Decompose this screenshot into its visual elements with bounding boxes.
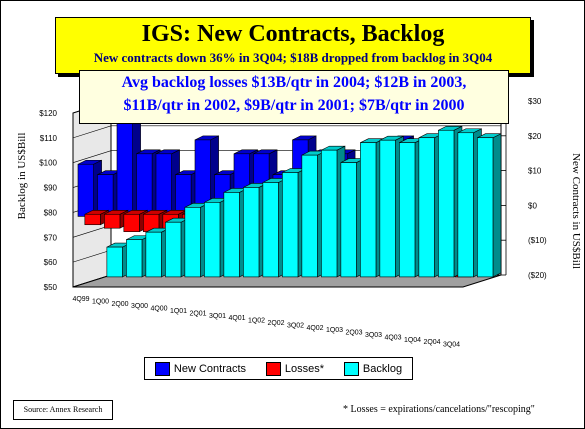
chart-legend: New Contracts Losses* Backlog <box>144 357 413 380</box>
left-tick-label: $70 <box>44 233 58 242</box>
legend-item-losses: Losses* <box>265 361 325 376</box>
legend-swatch-backlog <box>343 361 359 376</box>
bar-front <box>77 163 94 217</box>
bar-front <box>136 153 153 217</box>
left-tick-label: $100 <box>39 159 57 168</box>
x-tick-label: 3Q01 <box>209 313 226 320</box>
x-tick-label: 2Q02 <box>267 320 284 327</box>
bar-front <box>399 142 416 278</box>
legend-item-backlog: Backlog <box>343 361 403 376</box>
right-tick-label: $0 <box>528 201 537 210</box>
x-tick-label: 2Q00 <box>111 301 128 308</box>
x-tick-label: 3Q04 <box>443 342 460 349</box>
title-box: IGS: New Contracts, Backlog New contract… <box>55 17 531 74</box>
bar-front <box>262 182 279 278</box>
bar-front <box>243 187 260 278</box>
right-axis-label: New Contracts in US$Bill <box>570 153 582 269</box>
x-tick-label: 4Q02 <box>306 325 323 332</box>
left-tick-label: $50 <box>44 283 58 292</box>
chart-bars <box>77 114 502 278</box>
annotation-line-2: $11B/qtr in 2002, $9B/qtr in 2001; $7B/q… <box>123 97 465 114</box>
annotation-line-1: Avg backlog losses $13B/qtr in 2004; $12… <box>121 74 467 91</box>
left-tick-label: $80 <box>44 208 58 217</box>
bar-front <box>126 239 143 278</box>
bar-front <box>282 172 299 278</box>
source-note: Source: Annex Research <box>13 400 113 420</box>
gridline <box>72 125 501 139</box>
right-tick-label: $10 <box>528 167 542 176</box>
right-tick-label: ($20) <box>528 271 547 280</box>
annotation-box: Avg backlog losses $13B/qtr in 2004; $12… <box>79 70 509 124</box>
x-tick-label: 1Q03 <box>326 327 343 334</box>
bar-front <box>165 221 182 278</box>
x-tick-label: 2Q04 <box>423 339 440 346</box>
x-tick-label: 3Q02 <box>287 322 304 329</box>
bar-front <box>155 153 172 217</box>
x-tick-label: 4Q00 <box>150 306 167 313</box>
x-tick-label: 1Q00 <box>92 298 109 305</box>
right-tick-label: ($10) <box>528 236 547 245</box>
bar-front <box>116 118 133 217</box>
bar-front <box>340 162 357 278</box>
left-tick-label: $60 <box>44 258 58 267</box>
bar-front <box>321 149 338 278</box>
legend-swatch-losses <box>265 361 281 376</box>
right-tick-label: $20 <box>528 132 542 141</box>
legend-label-new-contracts: New Contracts <box>173 362 247 375</box>
x-axis-labels: 4Q99 1Q00 2Q00 3Q00 4Q00 1Q01 2Q01 3Q01 4Q01 1Q02… <box>72 296 460 349</box>
left-tick-label: $120 <box>39 109 57 118</box>
bar-front <box>106 246 123 278</box>
x-tick-label: 3Q03 <box>365 332 382 339</box>
footnote: * Losses = expirations/cancelations/"res… <box>343 404 535 415</box>
chart-title: IGS: New Contracts, Backlog <box>141 21 445 47</box>
legend-label-backlog: Backlog <box>362 362 403 375</box>
x-tick-label: 4Q99 <box>72 296 89 303</box>
bar-front <box>457 132 474 278</box>
legend-label-losses: Losses* <box>284 362 325 375</box>
chart-subtitle: New contracts down 36% in 3Q04; $18B dro… <box>93 50 493 65</box>
right-tick-label: $30 <box>528 97 542 106</box>
x-tick-label: 3Q00 <box>131 303 148 310</box>
bar-front <box>477 137 494 278</box>
bar-front <box>123 213 140 232</box>
bar-front <box>145 231 162 278</box>
bar-front <box>438 129 455 278</box>
bar-front <box>204 202 221 278</box>
bar-front <box>84 213 101 226</box>
bar-front <box>360 142 377 278</box>
x-tick-label: 1Q01 <box>170 308 187 315</box>
left-tick-label: $110 <box>40 134 58 143</box>
x-tick-label: 1Q02 <box>248 318 265 325</box>
legend-item-new-contracts: New Contracts <box>154 361 247 376</box>
bar-front <box>184 207 201 278</box>
bar-front <box>104 213 121 229</box>
bar-front <box>301 154 318 278</box>
left-tick-label: $90 <box>44 184 58 193</box>
left-axis-label: Backlog in US$Bill <box>16 133 28 220</box>
bar-backlog <box>477 133 502 278</box>
legend-swatch-new-contracts <box>154 361 170 376</box>
bar-front <box>418 137 435 278</box>
x-tick-label: 4Q03 <box>384 334 401 341</box>
bar-front <box>223 192 240 278</box>
bar-side <box>492 133 502 278</box>
x-tick-label: 2Q01 <box>189 310 206 317</box>
x-tick-label: 4Q01 <box>228 315 245 322</box>
x-tick-label: 2Q03 <box>345 330 362 337</box>
bar-front <box>379 139 396 278</box>
x-tick-label: 1Q04 <box>404 337 421 344</box>
